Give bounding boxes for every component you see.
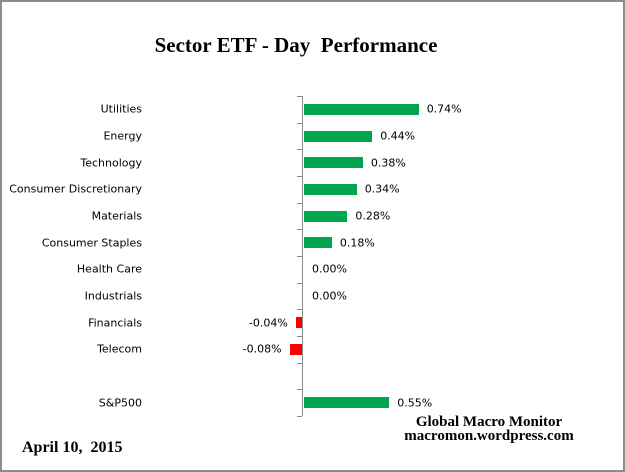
chart-title: Sector ETF - Day Performance xyxy=(154,33,438,57)
footer-credit: Global Macro Monitor macromon.wordpress.… xyxy=(399,414,579,444)
y-axis-line xyxy=(302,96,303,416)
bar-telecom xyxy=(289,343,302,355)
category-label-consumer-discretionary: Consumer Discretionary xyxy=(9,182,142,196)
value-label-health-care: 0.00% xyxy=(312,262,347,276)
value-label-consumer-discretionary: 0.34% xyxy=(364,182,400,196)
axis-tick xyxy=(297,282,302,284)
value-label-materials: 0.28% xyxy=(355,209,391,223)
value-label-telecom: -0.08% xyxy=(242,342,282,356)
category-label-energy: Energy xyxy=(103,129,142,143)
axis-tick xyxy=(297,389,302,391)
axis-tick xyxy=(297,122,302,124)
value-label-s-p500: 0.55% xyxy=(397,396,433,410)
bar-technology xyxy=(304,157,363,169)
bar-consumer-staples xyxy=(304,237,332,249)
axis-tick xyxy=(297,229,302,231)
bar-utilities xyxy=(304,103,419,115)
category-label-technology: Technology xyxy=(80,156,142,170)
axis-tick xyxy=(297,336,302,337)
bar-materials xyxy=(304,210,348,222)
bar-consumer-discretionary xyxy=(304,183,357,195)
axis-tick xyxy=(297,256,302,257)
value-label-energy: 0.44% xyxy=(380,129,416,143)
axis-tick xyxy=(297,416,302,417)
category-label-utilities: Utilities xyxy=(100,102,142,116)
category-label-telecom: Telecom xyxy=(97,342,142,356)
bar-s-p500 xyxy=(304,397,390,409)
category-label-s-p500: S&P500 xyxy=(98,396,142,410)
axis-tick xyxy=(297,202,302,204)
value-label-financials: -0.04% xyxy=(248,316,288,330)
axis-tick xyxy=(297,149,302,151)
axis-tick xyxy=(297,362,302,364)
value-label-utilities: 0.74% xyxy=(426,102,462,116)
bar-energy xyxy=(304,130,373,142)
category-label-consumer-staples: Consumer Staples xyxy=(41,236,142,250)
axis-tick xyxy=(297,176,302,177)
footer-date: April 10, 2015 xyxy=(22,439,123,456)
category-label-health-care: Health Care xyxy=(76,262,142,276)
axis-tick xyxy=(297,309,302,311)
bar-financials xyxy=(295,317,302,329)
category-label-materials: Materials xyxy=(91,209,142,223)
credit-line-2: macromon.wordpress.com xyxy=(404,428,574,444)
value-label-technology: 0.38% xyxy=(370,156,406,170)
category-label-financials: Financials xyxy=(88,316,142,330)
credit-line-1: Global Macro Monitor xyxy=(415,414,563,430)
value-label-industrials: 0.00% xyxy=(312,289,347,303)
category-label-industrials: Industrials xyxy=(84,289,142,303)
value-label-consumer-staples: 0.18% xyxy=(339,236,375,250)
axis-tick xyxy=(297,96,302,97)
